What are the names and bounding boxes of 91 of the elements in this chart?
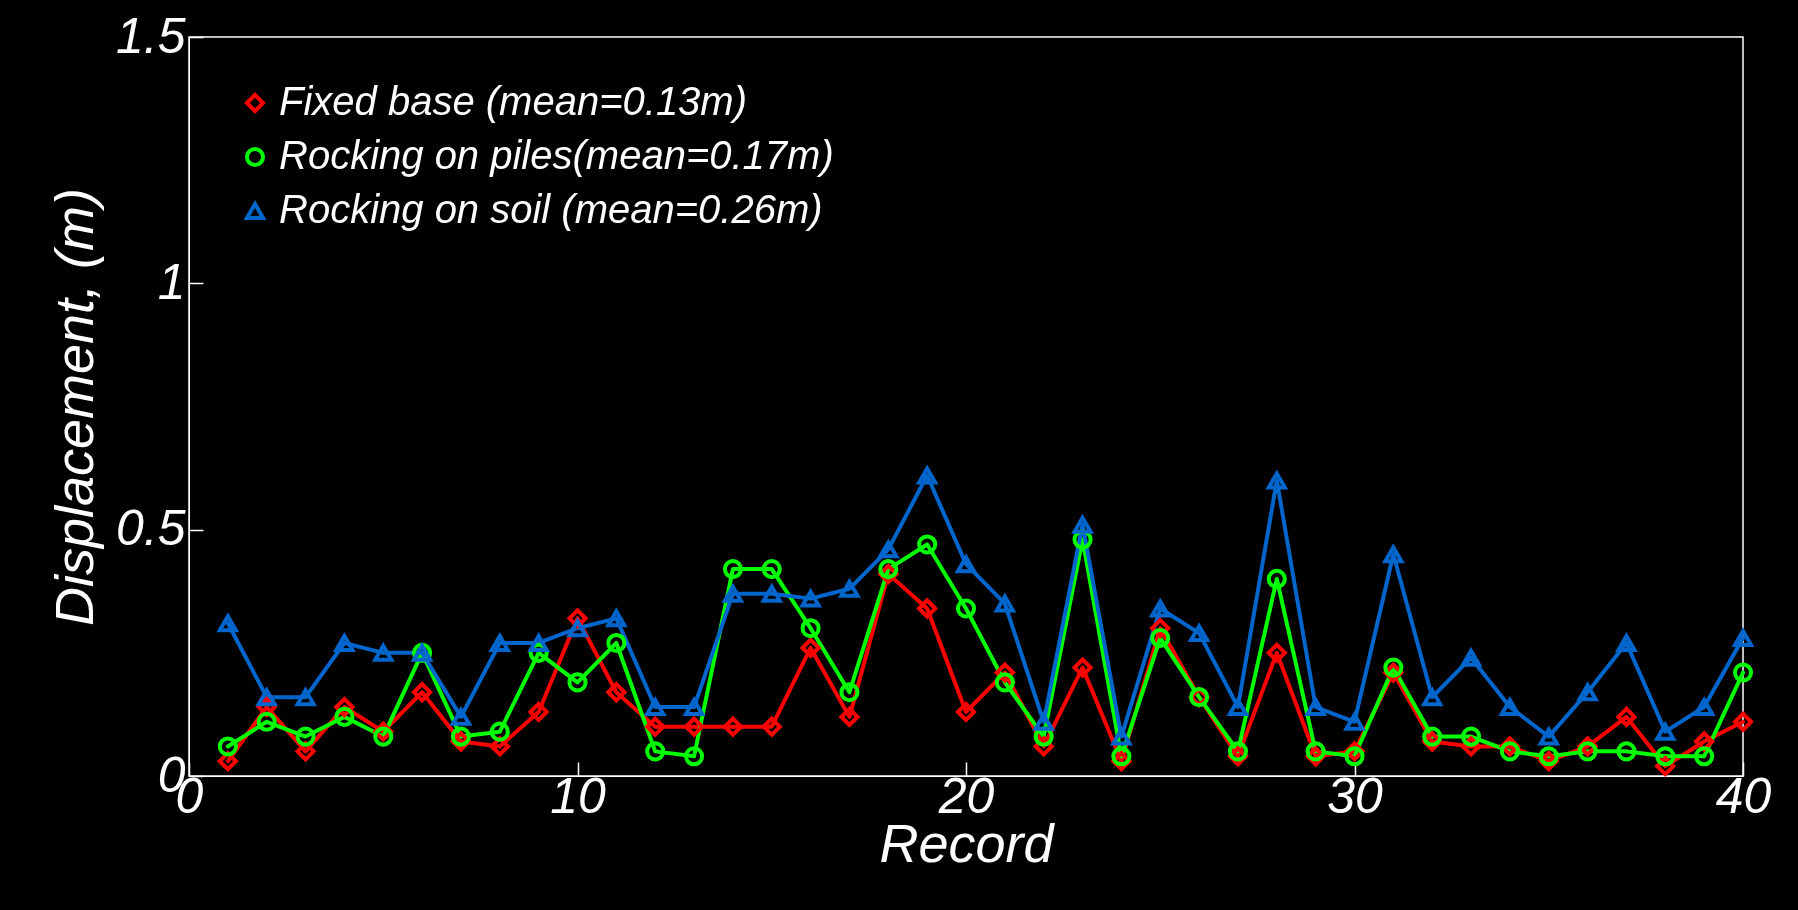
- point: [1499, 741, 1520, 762]
- point: [799, 587, 822, 608]
- point: [1616, 741, 1637, 762]
- point: [838, 577, 861, 598]
- point: [955, 701, 977, 723]
- point: [373, 726, 394, 747]
- point: [955, 598, 977, 619]
- x-tick-label: 30: [1327, 767, 1383, 824]
- point: [1150, 628, 1171, 649]
- point: [1227, 741, 1249, 762]
- point: [1266, 642, 1287, 663]
- point: [800, 618, 821, 639]
- legend-label: Rocking on piles(mean=0.17m): [279, 133, 834, 177]
- point: [1460, 726, 1482, 747]
- point: [878, 559, 899, 580]
- point: [645, 741, 666, 762]
- point: [722, 716, 743, 737]
- point: [528, 701, 549, 723]
- point: [917, 598, 938, 619]
- point: [683, 716, 705, 737]
- point: [1655, 746, 1676, 767]
- y-axis-title: Displacement, (m): [43, 187, 104, 627]
- point: [256, 711, 277, 732]
- y-tick-label: 1: [157, 253, 186, 310]
- point: [1422, 688, 1443, 707]
- point: [567, 672, 588, 693]
- point: [722, 559, 743, 580]
- point: [1110, 725, 1133, 746]
- legend-label: Rocking on soil (mean=0.26m): [279, 187, 823, 231]
- point: [1694, 698, 1715, 717]
- point: [1577, 683, 1598, 702]
- point: [1305, 698, 1326, 717]
- point: [1383, 657, 1404, 678]
- point: [295, 726, 316, 747]
- point: [334, 634, 355, 652]
- point: [761, 559, 782, 580]
- point: [295, 688, 316, 707]
- point: [1111, 746, 1132, 767]
- point: [761, 716, 782, 737]
- point: [334, 706, 355, 727]
- point: [1422, 726, 1443, 747]
- point: [606, 609, 627, 628]
- point: [450, 726, 472, 747]
- point: [917, 534, 938, 555]
- point: [1499, 698, 1520, 717]
- point: [1694, 746, 1715, 767]
- point: [683, 746, 705, 767]
- point: [1577, 741, 1598, 762]
- point: [1189, 624, 1210, 643]
- point: [878, 540, 899, 559]
- point: [917, 466, 938, 485]
- point: [683, 698, 705, 717]
- point: [1148, 597, 1171, 618]
- point: [1266, 471, 1287, 490]
- point: [1538, 746, 1559, 767]
- point: [1266, 568, 1287, 589]
- point: [489, 634, 510, 652]
- point: [256, 688, 277, 707]
- point: [1072, 657, 1093, 678]
- point: [1616, 706, 1637, 727]
- point: [645, 698, 666, 717]
- point: [1227, 698, 1249, 717]
- point: [839, 682, 860, 703]
- point: [217, 614, 238, 633]
- point: [955, 555, 977, 574]
- x-tick-label: 10: [550, 767, 606, 824]
- point: [217, 736, 238, 757]
- point: [1616, 634, 1637, 652]
- legend-label: Fixed base (mean=0.13m): [279, 79, 748, 123]
- point: [450, 707, 472, 726]
- point: [1343, 710, 1366, 731]
- point: [1732, 711, 1754, 732]
- point: [1732, 662, 1754, 683]
- y-tick-label: 1.5: [115, 7, 186, 64]
- point: [489, 721, 510, 742]
- point: [606, 682, 627, 703]
- point: [1344, 746, 1365, 767]
- point: [994, 672, 1015, 693]
- point: [606, 632, 627, 654]
- x-tick-label: 40: [1715, 767, 1772, 824]
- point: [567, 619, 588, 638]
- point: [1732, 629, 1754, 648]
- point: [528, 634, 549, 652]
- y-tick-label: 0.5: [115, 500, 186, 557]
- point: [800, 637, 821, 658]
- point: [1305, 741, 1326, 762]
- point: [839, 706, 860, 727]
- point: [1071, 513, 1094, 534]
- point: [1383, 545, 1404, 564]
- point: [645, 716, 666, 737]
- point: [412, 682, 433, 703]
